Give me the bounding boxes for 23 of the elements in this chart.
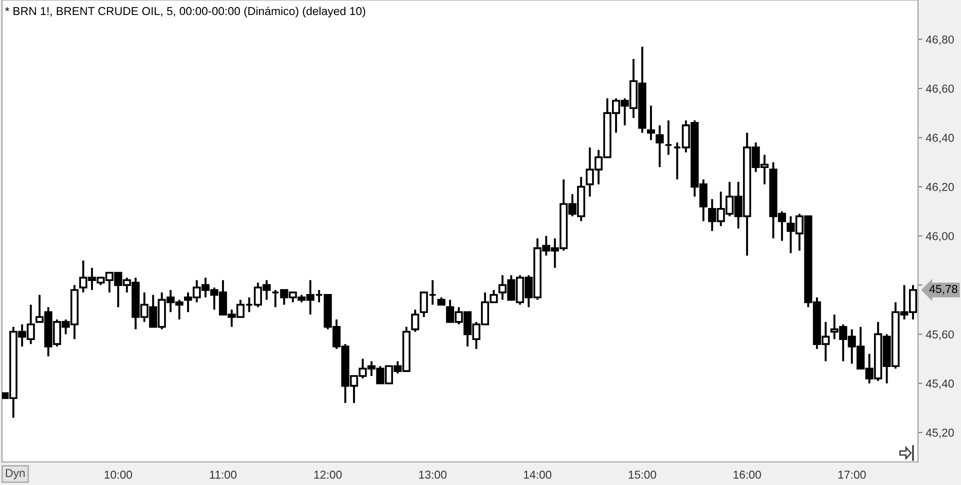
y-tick-label: 45,60	[926, 330, 954, 340]
candlestick	[646, 104, 656, 142]
x-tick-label: 15:00	[628, 470, 656, 479]
y-tick-label: 46,00	[926, 232, 954, 242]
x-tick-label: 11:00	[210, 470, 236, 479]
y-tick-label: 46,40	[926, 134, 954, 144]
y-tick-label: 46,20	[926, 182, 954, 192]
y-tick-label: 46,80	[926, 35, 954, 45]
candlestick	[656, 124, 664, 168]
x-tick-label: 17:00	[838, 470, 866, 479]
x-tick-label: 13:00	[419, 470, 447, 479]
candlestick	[411, 308, 420, 333]
text: Dyn	[6, 469, 25, 480]
text: * BRN 1!, BRENT CRUDE OIL, 5, 00:00-00:00 (Dinámico) (delayed 10)	[5, 6, 366, 18]
x-tick-label: 14:00	[524, 470, 552, 479]
y-tick-label: 46,60	[926, 84, 954, 94]
y-tick-label: 45,20	[926, 428, 954, 438]
x-tick-label: 12:00	[314, 470, 342, 479]
candlestick	[664, 119, 672, 156]
x-tick-label: 16:00	[734, 470, 761, 479]
y-tick-label: 45,40	[926, 380, 954, 389]
text: 45,78	[929, 284, 958, 294]
x-tick-label: 10:00	[104, 470, 132, 479]
